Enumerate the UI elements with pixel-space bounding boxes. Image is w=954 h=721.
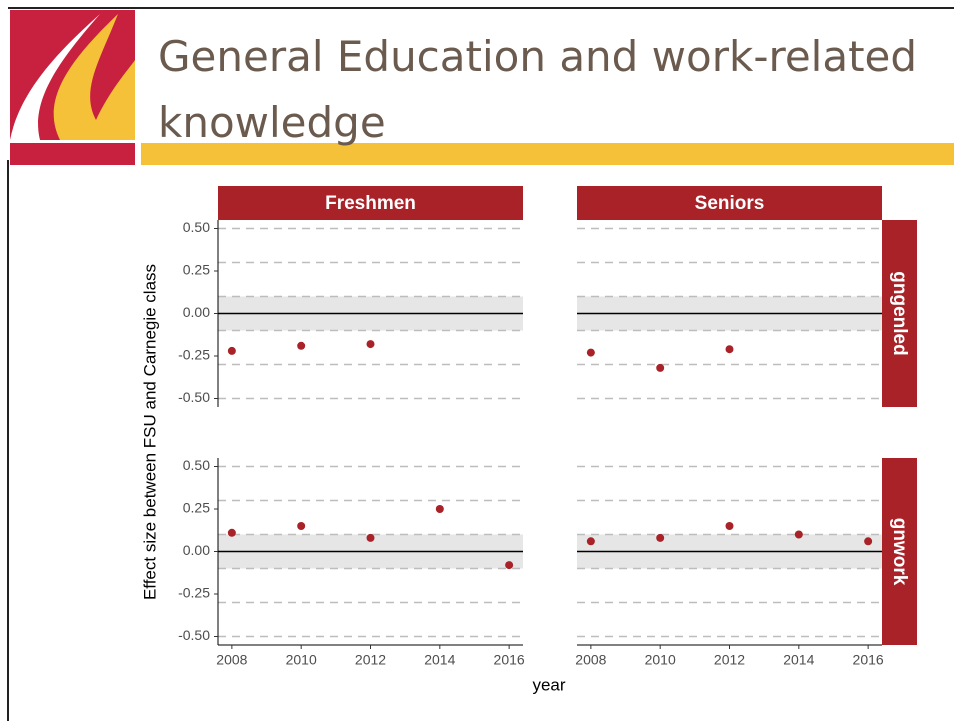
point	[725, 345, 734, 354]
header-bar	[141, 143, 954, 165]
y-tick-label: 0.25	[183, 500, 210, 516]
point	[656, 363, 665, 372]
y-tick-label: -0.25	[178, 585, 210, 601]
y-tick-label: -0.25	[178, 347, 210, 363]
y-tick-label: -0.50	[178, 627, 210, 643]
x-tick-label: 2008	[575, 652, 606, 668]
x-tick-label: 2010	[286, 652, 317, 668]
point	[227, 528, 236, 537]
point	[435, 505, 444, 513]
y-tick-label: 0.00	[183, 304, 210, 320]
logo	[10, 10, 135, 140]
point	[366, 340, 375, 349]
facet-strip	[218, 186, 523, 220]
point	[505, 561, 514, 570]
point	[656, 533, 665, 542]
x-tick-label: 2012	[355, 652, 386, 668]
y-tick-label: -0.50	[178, 389, 210, 405]
facet-strip	[882, 458, 917, 645]
y-tick-label: 0.50	[183, 457, 210, 473]
x-tick-label: 2014	[783, 652, 814, 668]
x-axis-label: year	[532, 675, 565, 694]
point	[586, 348, 595, 357]
x-tick-label: 2012	[714, 652, 745, 668]
x-tick-label: 2016	[853, 652, 884, 668]
y-tick-label: 0.25	[183, 262, 210, 278]
facet-label: gnwork	[889, 518, 910, 586]
point	[366, 533, 375, 542]
point	[864, 537, 873, 546]
facet-strip	[882, 220, 917, 407]
facet-strip	[577, 186, 882, 220]
slide-title: General Education and work-related knowl…	[158, 32, 918, 147]
x-tick-label: 2008	[216, 652, 247, 668]
x-tick-label: 2014	[424, 652, 455, 668]
point	[586, 537, 595, 546]
x-tick-label: 2010	[645, 652, 676, 668]
point	[297, 522, 306, 530]
point	[297, 341, 306, 350]
facet-label: Freshmen	[325, 193, 416, 214]
point	[794, 530, 803, 539]
x-tick-label: 2016	[494, 652, 525, 668]
point	[725, 522, 734, 530]
facet-label: Seniors	[695, 193, 765, 214]
facet-label: gngenled	[889, 271, 910, 355]
point	[227, 346, 236, 355]
header-bar	[10, 143, 135, 165]
y-tick-label: 0.00	[183, 542, 210, 558]
y-tick-label: 0.50	[183, 219, 210, 235]
y-axis-label: Effect size between FSU and Carnegie cla…	[140, 264, 159, 600]
